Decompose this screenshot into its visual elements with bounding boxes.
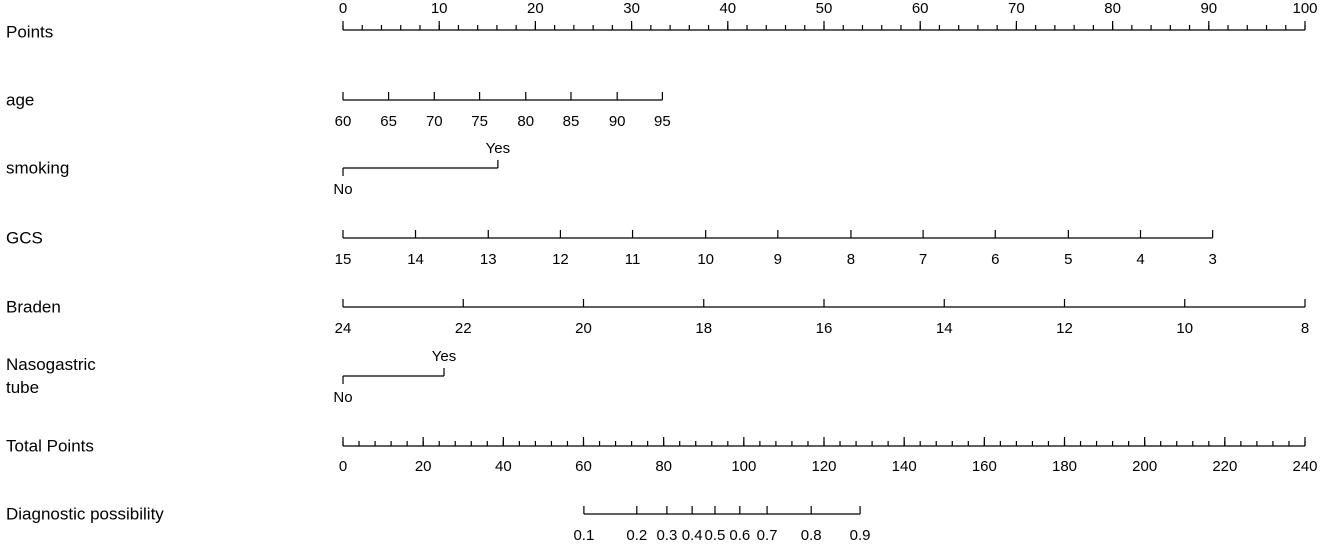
x2-tick-label: 20 [415, 458, 432, 475]
tick-label: 0.7 [757, 527, 778, 544]
tick-label: 75 [471, 113, 488, 130]
row-label: age [6, 90, 35, 110]
x-tick-label: 20 [527, 0, 544, 17]
tick-label: 0.9 [850, 527, 871, 544]
tick-label: Yes [432, 348, 456, 365]
tick-label: 0.5 [705, 527, 726, 544]
tick-label: No [333, 389, 352, 406]
x2-tick-label: 160 [972, 458, 997, 475]
x-tick-label: 90 [1200, 0, 1217, 17]
tick-label: Yes [486, 140, 510, 157]
tick-label: 8 [847, 251, 855, 268]
x2-tick-label: 80 [655, 458, 672, 475]
tick-label: 20 [575, 320, 592, 337]
x2-tick-label: 0 [339, 458, 347, 475]
tick-label: 18 [695, 320, 712, 337]
tick-label: 0.8 [801, 527, 822, 544]
row-label: Nasogastric tube [6, 355, 96, 397]
tick-label: 9 [774, 251, 782, 268]
tick-label: 11 [625, 251, 641, 268]
tick-label: 13 [480, 251, 497, 268]
tick-label: 85 [563, 113, 580, 130]
x-tick-label: 70 [1008, 0, 1025, 17]
row-label: GCS [6, 228, 43, 248]
tick-label: 0.3 [656, 527, 677, 544]
tick-label: 0.4 [682, 527, 703, 544]
x2-tick-label: 240 [1292, 458, 1317, 475]
tick-label: 80 [517, 113, 534, 130]
tick-label: 22 [455, 320, 472, 337]
x2-tick-label: 220 [1212, 458, 1237, 475]
x-tick-label: 100 [1292, 0, 1317, 17]
tick-label: 5 [1064, 251, 1072, 268]
tick-label: 24 [335, 320, 352, 337]
tick-label: 0.1 [573, 527, 594, 544]
tick-label: 16 [816, 320, 833, 337]
tick-label: 12 [1056, 320, 1073, 337]
tick-label: 15 [335, 251, 352, 268]
tick-label: 14 [407, 251, 424, 268]
tick-label: 4 [1136, 251, 1144, 268]
tick-label: 90 [609, 113, 626, 130]
tick-label: 10 [697, 251, 714, 268]
tick-label: 10 [1176, 320, 1193, 337]
x-tick-label: 60 [912, 0, 929, 17]
x2-tick-label: 140 [892, 458, 917, 475]
x2-tick-label: 120 [811, 458, 836, 475]
tick-label: No [333, 181, 352, 198]
row-label: Points [6, 22, 54, 42]
tick-label: 65 [380, 113, 397, 130]
tick-label: 8 [1301, 320, 1309, 337]
x2-tick-label: 100 [731, 458, 756, 475]
x-tick-label: 80 [1104, 0, 1121, 17]
tick-label: 0.6 [729, 527, 750, 544]
row-label: Total Points [6, 436, 94, 456]
x-tick-label: 0 [339, 0, 347, 17]
tick-label: 12 [552, 251, 569, 268]
tick-label: 14 [936, 320, 953, 337]
x-tick-label: 40 [719, 0, 736, 17]
x2-tick-label: 60 [575, 458, 592, 475]
x2-tick-label: 200 [1132, 458, 1157, 475]
x-tick-label: 10 [431, 0, 448, 17]
x-tick-label: 50 [816, 0, 833, 17]
tick-label: 3 [1208, 251, 1216, 268]
x-tick-label: 30 [623, 0, 640, 17]
x2-tick-label: 180 [1052, 458, 1077, 475]
tick-label: 7 [919, 251, 927, 268]
row-label: Diagnostic possibility [6, 504, 164, 524]
tick-label: 0.2 [626, 527, 647, 544]
tick-label: 6 [991, 251, 999, 268]
tick-label: 70 [426, 113, 443, 130]
tick-label: 60 [335, 113, 352, 130]
row-label: Braden [6, 297, 61, 317]
tick-label: 95 [654, 113, 671, 130]
x2-tick-label: 40 [495, 458, 512, 475]
row-label: smoking [6, 158, 70, 178]
